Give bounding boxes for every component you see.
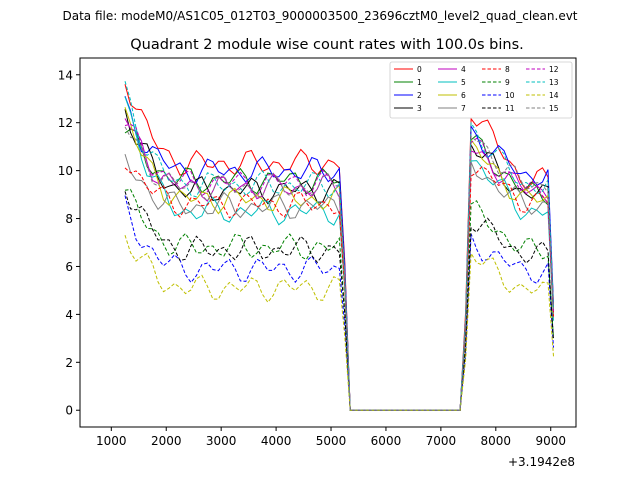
y-tick-label: 12: [58, 116, 73, 130]
legend-label-7: 7: [461, 104, 466, 113]
y-tick-label: 6: [65, 260, 73, 274]
series-line-8: [124, 165, 554, 411]
series-lines: [124, 81, 554, 411]
legend-box: [389, 61, 573, 119]
series-line-9: [124, 188, 554, 411]
series-line-15: [124, 126, 554, 411]
legend-label-8: 8: [505, 65, 510, 74]
y-tick-label: 14: [58, 68, 73, 82]
legend-label-0: 0: [417, 65, 422, 74]
legend-label-12: 12: [549, 65, 559, 74]
legend-label-14: 14: [549, 91, 559, 100]
y-axis: 0 2 4 6 8 10 12 14: [58, 68, 80, 418]
chart-title: Quadrant 2 module wise count rates with …: [130, 37, 524, 53]
y-tick-label: 2: [65, 356, 73, 370]
legend-label-2: 2: [417, 91, 422, 100]
x-tick-label: 1000: [96, 434, 127, 448]
x-tick-label: 4000: [261, 434, 292, 448]
x-tick-label: 5000: [316, 434, 347, 448]
x-tick-label: 8000: [481, 434, 512, 448]
series-line-2: [124, 96, 554, 411]
y-tick-label: 0: [65, 404, 73, 418]
x-axis-offset-label: +3.1942e8: [508, 455, 575, 469]
x-tick-label: 6000: [371, 434, 402, 448]
series-line-10: [124, 195, 554, 411]
legend-label-10: 10: [505, 91, 515, 100]
legend-label-13: 13: [549, 78, 559, 87]
series-line-12: [124, 123, 554, 411]
x-axis: 1000 2000 3000 4000 5000 6000 7000 8000 9000: [96, 427, 566, 448]
y-tick-label: 8: [65, 212, 73, 226]
legend-label-4: 4: [461, 65, 466, 74]
legend-label-15: 15: [549, 104, 559, 113]
x-tick-label: 3000: [206, 434, 237, 448]
legend-label-6: 6: [461, 91, 466, 100]
series-line-11: [124, 191, 554, 411]
y-tick-label: 4: [65, 308, 73, 322]
x-tick-label: 7000: [426, 434, 457, 448]
data-file-header: Data file: modeM0/AS1C05_012T03_90000035…: [62, 9, 577, 23]
legend-label-9: 9: [505, 78, 510, 87]
series-line-13: [124, 81, 554, 411]
x-tick-label: 2000: [151, 434, 182, 448]
y-tick-label: 10: [58, 164, 73, 178]
legend-label-11: 11: [505, 104, 515, 113]
legend-label-3: 3: [417, 104, 422, 113]
legend-label-5: 5: [461, 78, 466, 87]
x-tick-label: 9000: [535, 434, 566, 448]
series-line-14: [124, 235, 554, 411]
plot-area: [79, 57, 577, 428]
legend-label-1: 1: [417, 78, 422, 87]
